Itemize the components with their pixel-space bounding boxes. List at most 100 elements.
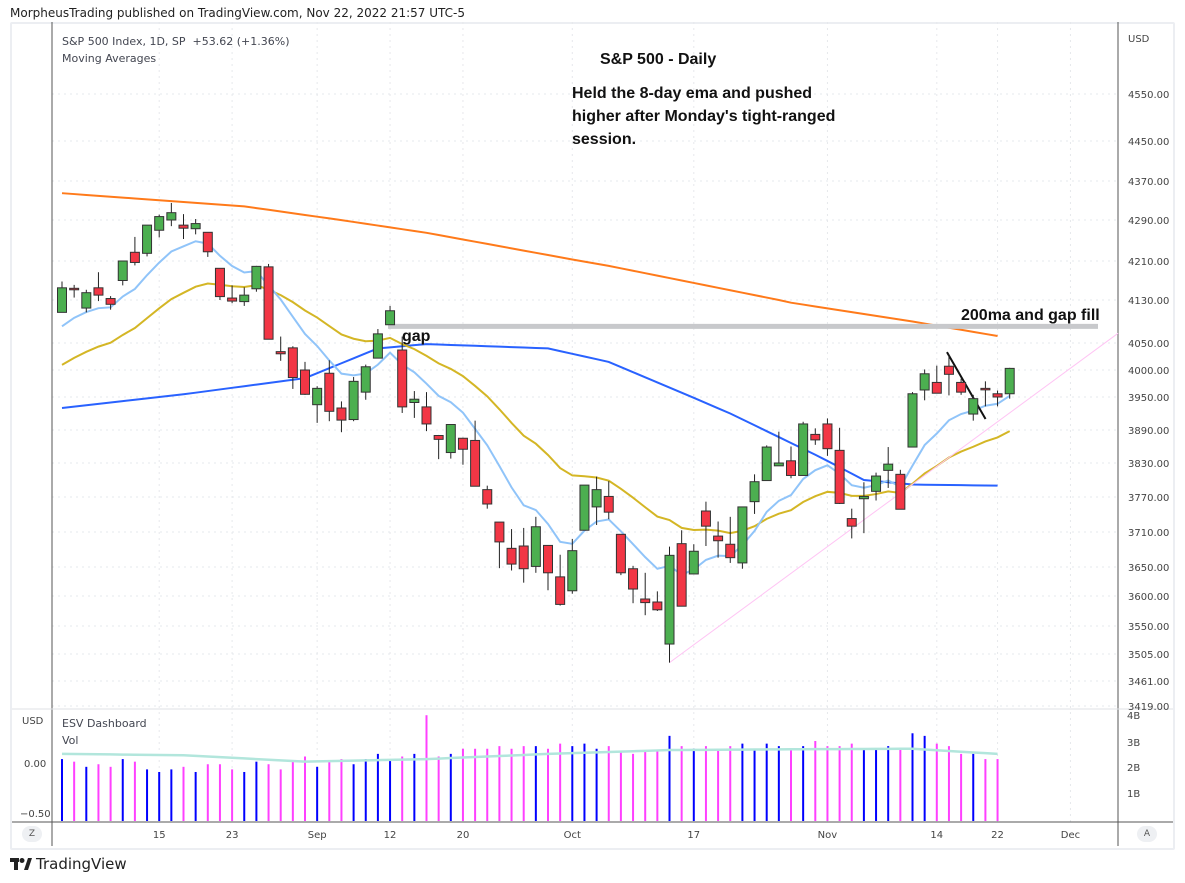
candle-body bbox=[324, 372, 335, 412]
candle-body bbox=[591, 489, 602, 508]
price-axis-label: 3770.00 bbox=[1128, 493, 1169, 504]
candle-body bbox=[567, 550, 578, 592]
target-annotation: 200ma and gap fill bbox=[961, 307, 1100, 324]
time-axis-label: 14 bbox=[930, 830, 943, 841]
ema21-line bbox=[61, 282, 1011, 535]
candle-body bbox=[142, 224, 153, 254]
candle-body bbox=[786, 460, 796, 476]
indicator-legend[interactable]: Moving Averages bbox=[62, 52, 157, 65]
candle-body bbox=[652, 601, 663, 611]
candle-body bbox=[239, 294, 250, 303]
tradingview-brand[interactable]: TradingView bbox=[10, 855, 127, 873]
candle-body bbox=[713, 535, 724, 542]
candle-body bbox=[871, 475, 882, 492]
candle-body bbox=[773, 462, 784, 467]
candle-body bbox=[482, 489, 493, 505]
price-axis-label: 4370.00 bbox=[1128, 177, 1169, 188]
candle-body bbox=[640, 598, 651, 604]
candle-body bbox=[603, 495, 614, 513]
volume-right-tick: 4B bbox=[1127, 711, 1141, 722]
candle-body bbox=[227, 297, 238, 302]
candle-body bbox=[129, 251, 140, 263]
price-axis-label: 4290.00 bbox=[1128, 216, 1169, 227]
candle-body bbox=[275, 351, 286, 355]
candle-body bbox=[494, 521, 505, 543]
candle-body bbox=[81, 292, 92, 309]
candle-body bbox=[178, 224, 189, 229]
price-axis-currency: USD bbox=[1128, 34, 1150, 45]
brand-name: TradingView bbox=[36, 855, 127, 873]
tradingview-logo-icon bbox=[10, 858, 32, 870]
price-axis-label: 3950.00 bbox=[1128, 393, 1169, 404]
price-axis-label: 4000.00 bbox=[1128, 366, 1169, 377]
candle-body bbox=[348, 380, 359, 421]
price-axis-label: 3890.00 bbox=[1128, 426, 1169, 437]
candle-body bbox=[798, 423, 809, 476]
candle-body bbox=[834, 449, 845, 504]
timezone-button[interactable]: Z bbox=[22, 826, 42, 842]
volume-currency: USD bbox=[22, 716, 44, 727]
time-axis-label: 12 bbox=[384, 830, 397, 841]
chart-title-annotation: S&P 500 - Daily bbox=[600, 51, 717, 68]
candle-body bbox=[1004, 367, 1015, 395]
time-axis-label: 23 bbox=[226, 830, 239, 841]
candle-body bbox=[251, 265, 262, 290]
candle-body bbox=[664, 554, 675, 645]
price-axis-label: 4450.00 bbox=[1128, 137, 1169, 148]
candle-body bbox=[409, 398, 420, 404]
time-axis-label: 20 bbox=[457, 830, 470, 841]
sma200-line bbox=[61, 192, 998, 337]
candle-body bbox=[919, 373, 930, 391]
candle-body bbox=[93, 287, 104, 296]
support-trendline bbox=[669, 332, 1119, 663]
candle-body bbox=[312, 387, 323, 406]
candle-body bbox=[628, 568, 639, 590]
candle-body bbox=[117, 260, 128, 281]
candle-body bbox=[397, 349, 408, 408]
volume-right-tick: 2B bbox=[1127, 763, 1141, 774]
candle-body bbox=[968, 398, 979, 415]
candle-body bbox=[579, 484, 590, 531]
auto-scale-button[interactable]: A bbox=[1137, 826, 1157, 842]
candle-body bbox=[57, 287, 67, 313]
time-axis-label: Sep bbox=[308, 830, 327, 841]
gap-fill-zone bbox=[388, 323, 1098, 329]
chart-note-annotation: Held the 8-day ema and pushed higher aft… bbox=[572, 85, 836, 148]
candle-body bbox=[69, 287, 80, 291]
volume-left-tick: 0.00 bbox=[24, 759, 47, 770]
price-axis-label: 4050.00 bbox=[1128, 339, 1169, 350]
candle-body bbox=[980, 387, 991, 391]
price-change: +53.62 (+1.36%) bbox=[192, 35, 290, 48]
candle-body bbox=[749, 481, 760, 503]
symbol-legend[interactable]: S&P 500 Index, 1D, SP +53.62 (+1.36%) bbox=[62, 35, 290, 48]
candle-body bbox=[470, 439, 481, 487]
candle-body bbox=[421, 406, 432, 425]
candle-body bbox=[506, 547, 517, 565]
time-axis-label: 15 bbox=[153, 830, 166, 841]
gap-annotation: gap bbox=[402, 328, 431, 345]
price-axis-label: 3461.00 bbox=[1128, 677, 1169, 688]
candle-body bbox=[761, 446, 772, 482]
volume-right-tick: 3B bbox=[1127, 738, 1141, 749]
price-axis-label: 3550.00 bbox=[1128, 622, 1169, 633]
candle-body bbox=[737, 506, 748, 564]
price-axis-label: 3419.00 bbox=[1128, 702, 1169, 713]
time-axis-label: Nov bbox=[818, 830, 838, 841]
candle-body bbox=[907, 393, 918, 448]
candle-body bbox=[263, 266, 274, 340]
price-axis-label: 3710.00 bbox=[1128, 528, 1169, 539]
candle-body bbox=[372, 333, 383, 359]
candle-body bbox=[445, 424, 456, 454]
time-axis-label: Oct bbox=[564, 830, 581, 841]
candle-body bbox=[336, 407, 347, 421]
candle-body bbox=[543, 544, 553, 574]
volume-series-legend: Vol bbox=[62, 734, 79, 747]
candle-body bbox=[943, 365, 954, 375]
candle-body bbox=[846, 518, 857, 527]
candle-body bbox=[166, 212, 177, 221]
candle-body bbox=[810, 433, 821, 441]
volume-indicator-legend[interactable]: ESV Dashboard bbox=[62, 717, 147, 730]
candle-body bbox=[433, 435, 444, 440]
candle-body bbox=[154, 216, 165, 231]
